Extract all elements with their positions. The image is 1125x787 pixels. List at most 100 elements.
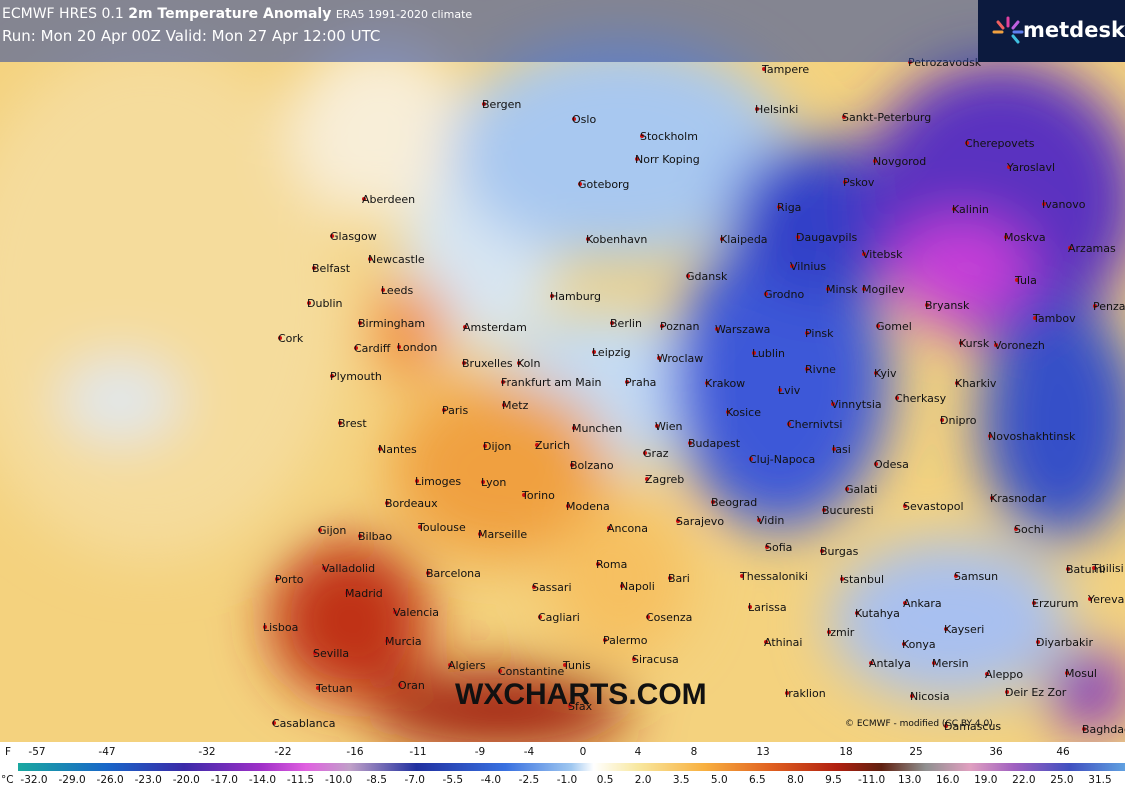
city-dot	[378, 447, 382, 451]
city-label: Oslo	[572, 113, 596, 126]
city-label: Paris	[442, 404, 468, 417]
city-dot	[842, 115, 846, 119]
legend-label: F	[5, 746, 12, 758]
city-label: Cork	[278, 332, 304, 345]
city-dot	[903, 504, 907, 508]
city-dot	[785, 691, 789, 695]
city-label: Tula	[1014, 274, 1037, 287]
city-label: Ivanovo	[1042, 198, 1086, 211]
city-dot	[385, 639, 389, 643]
city-dot	[398, 683, 402, 687]
city-dot	[263, 625, 267, 629]
city-dot	[762, 67, 766, 71]
city-dot	[501, 380, 505, 384]
city-dot	[330, 234, 334, 238]
city-dot	[318, 528, 322, 532]
city-dot	[625, 380, 629, 384]
legend-label: 8.0	[787, 774, 804, 786]
city-dot	[831, 402, 835, 406]
city-dot	[570, 463, 574, 467]
city-label: Marseille	[478, 528, 527, 541]
city-label: Koln	[517, 357, 540, 370]
city-dot	[778, 388, 782, 392]
city-dot	[954, 574, 958, 578]
city-label: Limoges	[415, 475, 461, 488]
city-label: Dnipro	[940, 414, 977, 427]
city-dot	[635, 157, 639, 161]
city-dot	[620, 584, 624, 588]
climate: ERA5 1991-2020 climate	[335, 8, 473, 21]
city-dot	[876, 324, 880, 328]
city-dot	[596, 562, 600, 566]
city-dot	[1092, 566, 1096, 570]
city-label: Cherkasy	[895, 392, 947, 405]
city-dot	[840, 577, 844, 581]
legend-label: 13	[756, 746, 770, 758]
city-dot	[688, 441, 692, 445]
city-dot	[393, 610, 397, 614]
city-dot	[632, 657, 636, 661]
city-label: Brest	[338, 417, 367, 430]
city-labels: TamperePetrozavodskBergenOsloHelsinkiSan…	[263, 56, 1125, 736]
city-dot	[932, 661, 936, 665]
city-label: Athinai	[764, 636, 802, 649]
city-label: Sarajevo	[676, 515, 724, 528]
city-dot	[272, 721, 276, 725]
legend-label: °C	[1, 774, 14, 786]
legend-label: 31.5	[1088, 774, 1112, 786]
city-label: Lyon	[481, 476, 506, 489]
city-dot	[1066, 567, 1070, 571]
legend-label: -32.0	[20, 774, 48, 786]
city-label: Kharkiv	[955, 377, 997, 390]
city-dot	[1004, 235, 1008, 239]
legend-label: -29.0	[58, 774, 86, 786]
city-label: Kyiv	[874, 367, 897, 380]
city-label: Newcastle	[368, 253, 425, 266]
city-dot	[752, 351, 756, 355]
city-label: Erzurum	[1032, 597, 1078, 610]
city-dot	[715, 327, 719, 331]
city-dot	[965, 141, 969, 145]
city-dot	[757, 518, 761, 522]
city-dot	[322, 566, 326, 570]
city-label: Kursk	[959, 337, 990, 350]
city-dot	[820, 549, 824, 553]
city-dot	[862, 252, 866, 256]
city-label: Arzamas	[1068, 242, 1116, 255]
city-dot	[764, 640, 768, 644]
city-label: Mogilev	[862, 283, 905, 296]
city-label: Cosenza	[646, 611, 692, 624]
city-label: Helsinki	[755, 103, 798, 116]
city-label: Voronezh	[994, 339, 1045, 352]
city-dot	[462, 361, 466, 365]
city-dot	[874, 371, 878, 375]
city-label: Bruxelles	[462, 357, 513, 370]
city-label: Leeds	[381, 284, 413, 297]
city-label: Modena	[566, 500, 610, 513]
city-label: Siracusa	[632, 653, 679, 666]
city-dot	[726, 410, 730, 414]
city-dot	[1036, 640, 1040, 644]
legend-label: 3.5	[672, 774, 690, 786]
city-label: Dublin	[307, 297, 343, 310]
city-dot	[862, 287, 866, 291]
city-dot	[338, 421, 342, 425]
legend-label: -8.5	[366, 774, 387, 786]
city-dot	[482, 102, 486, 106]
city-label: Grodno	[764, 288, 804, 301]
city-label: Glasgow	[330, 230, 377, 243]
city-label: Nantes	[378, 443, 417, 456]
city-label: Klaipeda	[720, 233, 768, 246]
city-dot	[643, 451, 647, 455]
legend-label: -14.0	[248, 774, 277, 786]
city-dot	[749, 457, 753, 461]
legend-label: 18	[839, 746, 853, 758]
city-dot	[790, 264, 794, 268]
city-dot	[843, 180, 847, 184]
city-label: Stockholm	[640, 130, 698, 143]
city-label: Cagliari	[538, 611, 580, 624]
city-dot	[481, 480, 485, 484]
city-dot	[345, 591, 349, 595]
city-label: Cherepovets	[965, 137, 1035, 150]
logo-text: metdesk	[1023, 18, 1125, 42]
